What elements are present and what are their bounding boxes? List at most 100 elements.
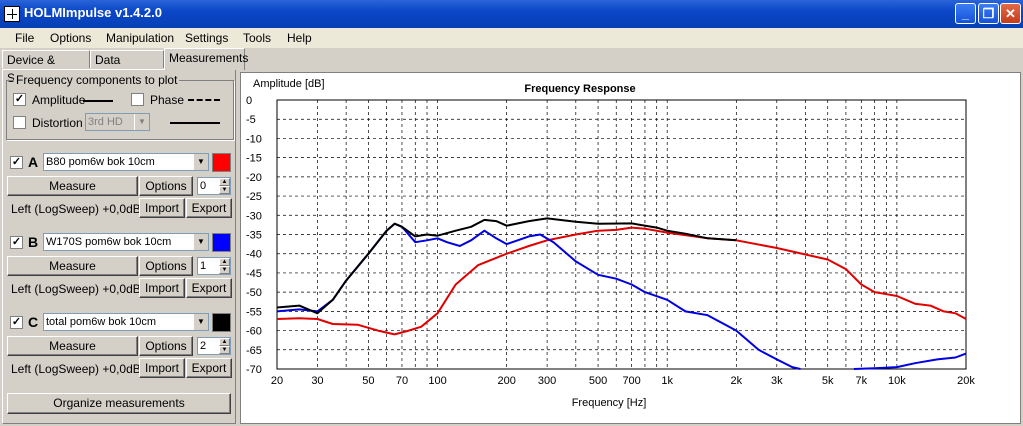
measurement-b-name-select[interactable]: W170S pom6w bok 10cm ▼ [43,233,209,251]
y-tick-label: -70 [246,364,262,376]
amplitude-label: Amplitude [32,93,86,107]
spinner-down-icon[interactable]: ▼ [219,266,230,274]
y-tick-label: -5 [246,114,256,126]
x-tick-label: 3k [771,375,783,387]
y-tick-label: -55 [246,306,262,318]
y-tick-label: -30 [246,210,262,222]
x-tick-label: 700 [622,375,640,387]
measurement-a-spinner-value: 0 [200,180,207,192]
y-tick-label: -35 [246,230,262,242]
frequency-response-plot[interactable]: Frequency Response Amplitude [dB] Freque… [240,72,1021,424]
series-line-2 [853,352,967,370]
amplitude-checkbox[interactable]: ✓ [13,93,26,106]
spinner-up-icon[interactable]: ▲ [219,178,230,186]
measurement-c-name-select[interactable]: total pom6w bok 10cm ▼ [43,313,209,331]
distortion-label: Distortion [32,116,83,130]
y-axis-label: Amplitude [dB] [253,78,325,90]
measurement-c-letter: C [28,314,39,330]
maximize-button[interactable]: ❐ [978,3,999,24]
measurement-a-name-select[interactable]: B80 pom6w bok 10cm ▼ [43,153,209,171]
tick-labels: 0 -5 -10 -15 -20 -25 -30 -35 -40 -45 -50 -55 -60 -65 -… [246,95,975,387]
distortion-checkbox[interactable] [13,116,26,129]
measurement-b-status: Left (LogSweep) +0,0dB [11,282,141,296]
measurement-a-import-button[interactable]: Import [139,198,185,218]
series-lines [276,217,967,370]
measurement-b-spinner[interactable]: 1 ▲ ▼ [197,257,231,275]
measurement-b-export-button[interactable]: Export [186,278,232,298]
y-tick-label: -25 [246,191,262,203]
x-tick-label: 1k [661,375,673,387]
measurement-b-import-button[interactable]: Import [139,278,185,298]
measurement-c-spinner[interactable]: 2 ▲ ▼ [197,337,231,355]
menu-manipulation[interactable]: Manipulation [106,31,175,45]
x-tick-label: 2k [731,375,743,387]
menu-help[interactable]: Help [287,31,312,45]
measurement-b-spinner-value: 1 [200,260,207,272]
chevron-down-icon: ▼ [134,114,149,130]
menu-tools[interactable]: Tools [243,31,272,45]
measurement-c-measure-button[interactable]: Measure [7,336,138,356]
minimize-button[interactable]: _ [955,3,976,24]
phase-line-sample [188,99,220,101]
y-tick-label: -20 [246,172,262,184]
measurement-b-name: W170S pom6w bok 10cm [46,236,172,248]
measurement-c-options-button[interactable]: Options [139,336,193,356]
measurement-c-export-button[interactable]: Export [186,358,232,378]
distortion-select[interactable]: 3rd HD ▼ [85,113,150,131]
measurement-a-export-button[interactable]: Export [186,198,232,218]
x-tick-label: 5k [822,375,834,387]
measurement-a-color-swatch[interactable] [212,153,231,172]
phase-checkbox[interactable] [131,93,144,106]
measurement-b-measure-button[interactable]: Measure [7,256,138,276]
organize-measurements-button[interactable]: Organize measurements [7,393,231,414]
tab-measurements[interactable]: Measurements [164,48,248,70]
y-tick-label: -45 [246,268,262,280]
measurement-b-color-swatch[interactable] [212,233,231,252]
y-tick-label: -10 [246,133,262,145]
measurement-b-checkbox[interactable]: ✓ [10,236,23,249]
measurement-c-color-swatch[interactable] [212,313,231,332]
frequency-components-group [6,80,234,140]
chevron-down-icon: ▼ [193,314,208,330]
close-button[interactable]: ✕ [1000,3,1021,24]
spinner-down-icon[interactable]: ▼ [219,186,230,194]
window-title: HOLMImpulse v1.4.2.0 [24,5,162,20]
tab-device-signal[interactable]: Device & Signal [2,50,90,85]
series-line-3 [276,217,737,315]
menu-file[interactable]: File [15,31,35,45]
x-tick-label: 100 [428,375,446,387]
series-line-0 [276,226,967,336]
tab-data-analysis[interactable]: Data analysis [90,50,164,85]
measurement-c-checkbox[interactable]: ✓ [10,316,23,329]
measurement-a-name: B80 pom6w bok 10cm [46,156,155,168]
x-tick-label: 200 [497,375,515,387]
frequency-response-chart: Frequency Response Amplitude [dB] Freque… [246,78,975,409]
x-tick-label: 7k [855,375,867,387]
y-tick-label: -60 [246,326,262,338]
x-tick-label: 300 [538,375,556,387]
measurement-a-letter: A [28,154,39,170]
x-tick-label: 70 [396,375,408,387]
measurement-a-checkbox[interactable]: ✓ [10,156,23,169]
frequency-components-label: Frequency components to plot [14,73,180,87]
x-tick-label: 500 [589,375,607,387]
series-line-1 [276,222,801,370]
menu-options[interactable]: Options [50,31,92,45]
spinner-up-icon[interactable]: ▲ [219,258,230,266]
spinner-down-icon[interactable]: ▼ [219,346,230,354]
phase-label: Phase [150,93,185,107]
y-tick-label: -50 [246,287,262,299]
chart-title: Frequency Response [524,83,635,95]
measurement-b-options-button[interactable]: Options [139,256,193,276]
amplitude-line-sample [83,100,113,102]
measurement-a-options-button[interactable]: Options [139,176,193,196]
x-tick-label: 10k [888,375,906,387]
spinner-up-icon[interactable]: ▲ [219,338,230,346]
measurement-c-import-button[interactable]: Import [139,358,185,378]
measurement-a-measure-button[interactable]: Measure [7,176,138,196]
measurement-a-spinner[interactable]: 0 ▲ ▼ [197,177,231,195]
y-tick-label: -15 [246,153,262,165]
measurement-b-letter: B [28,234,39,250]
menu-settings[interactable]: Settings [185,31,229,45]
grid [276,99,967,370]
